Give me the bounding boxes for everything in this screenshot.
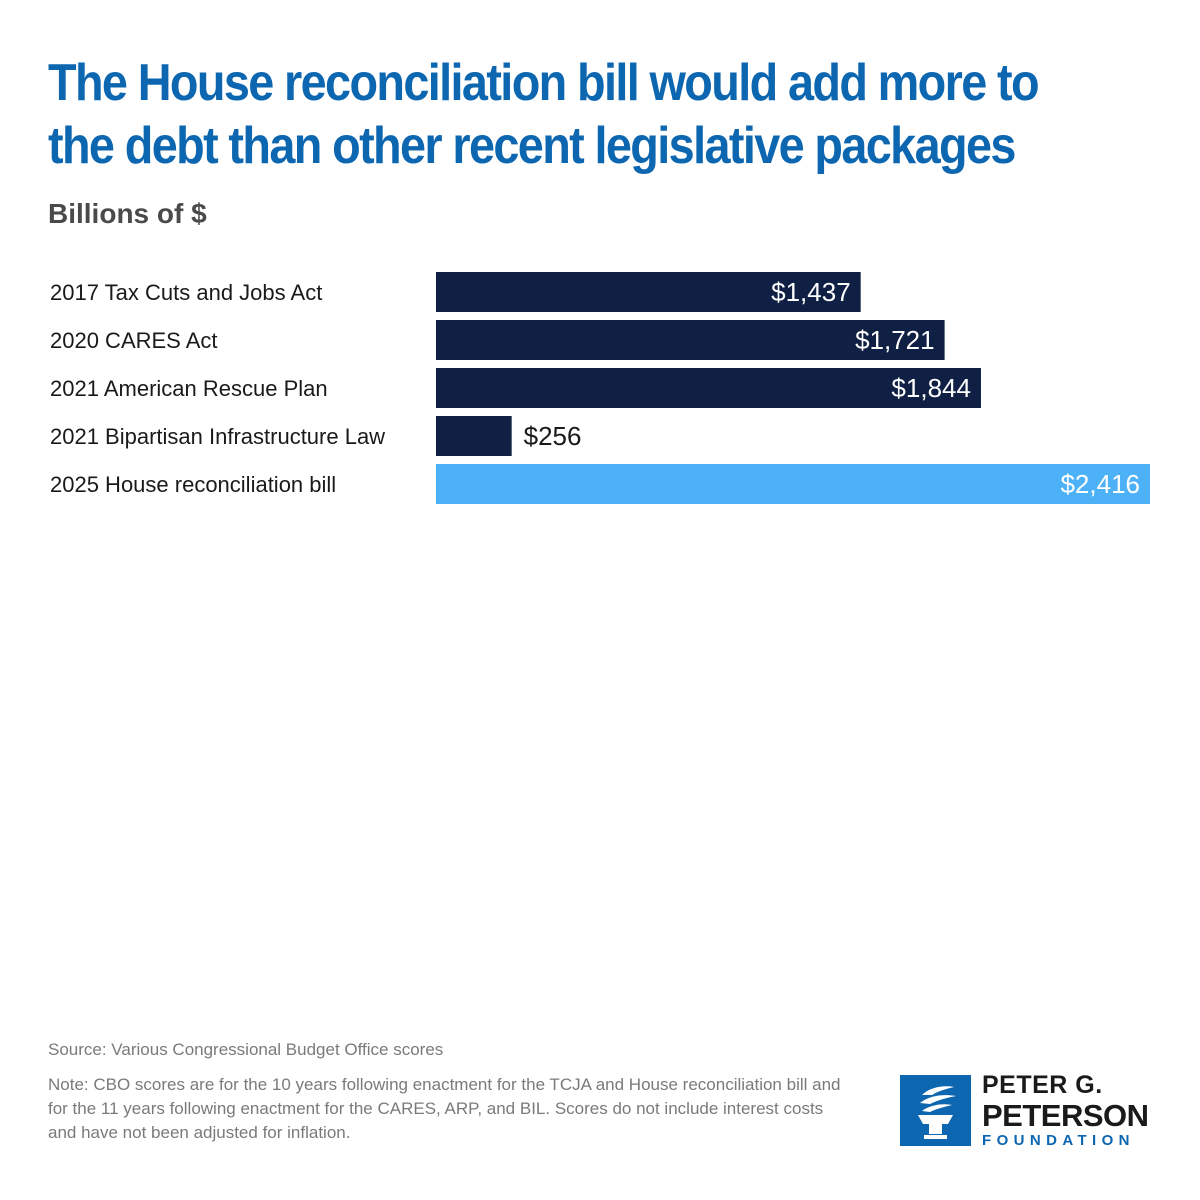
- footnote: Note: CBO scores are for the 10 years fo…: [48, 1075, 841, 1142]
- category-label: 2021 Bipartisan Infrastructure Law: [50, 424, 385, 449]
- logo-line-3: FOUNDATION: [982, 1132, 1135, 1149]
- chart-subtitle: Billions of $: [48, 198, 207, 229]
- bar-value-label: $1,437: [771, 277, 851, 307]
- bar-value-label: $256: [524, 421, 582, 451]
- bar: [436, 320, 945, 360]
- logo-line-2: PETERSON: [982, 1098, 1149, 1133]
- bar-value-label: $2,416: [1060, 469, 1140, 499]
- bar: [436, 272, 861, 312]
- bar-chart: 2017 Tax Cuts and Jobs Act $1,437 2020 CAR…: [50, 272, 1150, 504]
- category-label: 2021 American Rescue Plan: [50, 376, 328, 401]
- torch-icon: [900, 1075, 971, 1146]
- bar: [436, 368, 981, 408]
- bar: [436, 464, 1150, 504]
- source-note: Source: Various Congressional Budget Off…: [48, 1040, 444, 1059]
- category-label: 2020 CARES Act: [50, 328, 218, 353]
- logo-wordmark: PETER G. PETERSON FOUNDATION: [982, 1072, 1149, 1150]
- chart-title: The House reconciliation bill would add …: [48, 54, 1040, 175]
- logo-line-1: PETER G.: [982, 1071, 1103, 1099]
- peterson-foundation-logo: PETER G. PETERSON FOUNDATION: [900, 1072, 1160, 1152]
- bar-value-label: $1,721: [855, 325, 935, 355]
- bar: [436, 416, 512, 456]
- bar-value-label: $1,844: [891, 373, 971, 403]
- category-label: 2017 Tax Cuts and Jobs Act: [50, 280, 322, 305]
- category-label: 2025 House reconciliation bill: [50, 472, 336, 497]
